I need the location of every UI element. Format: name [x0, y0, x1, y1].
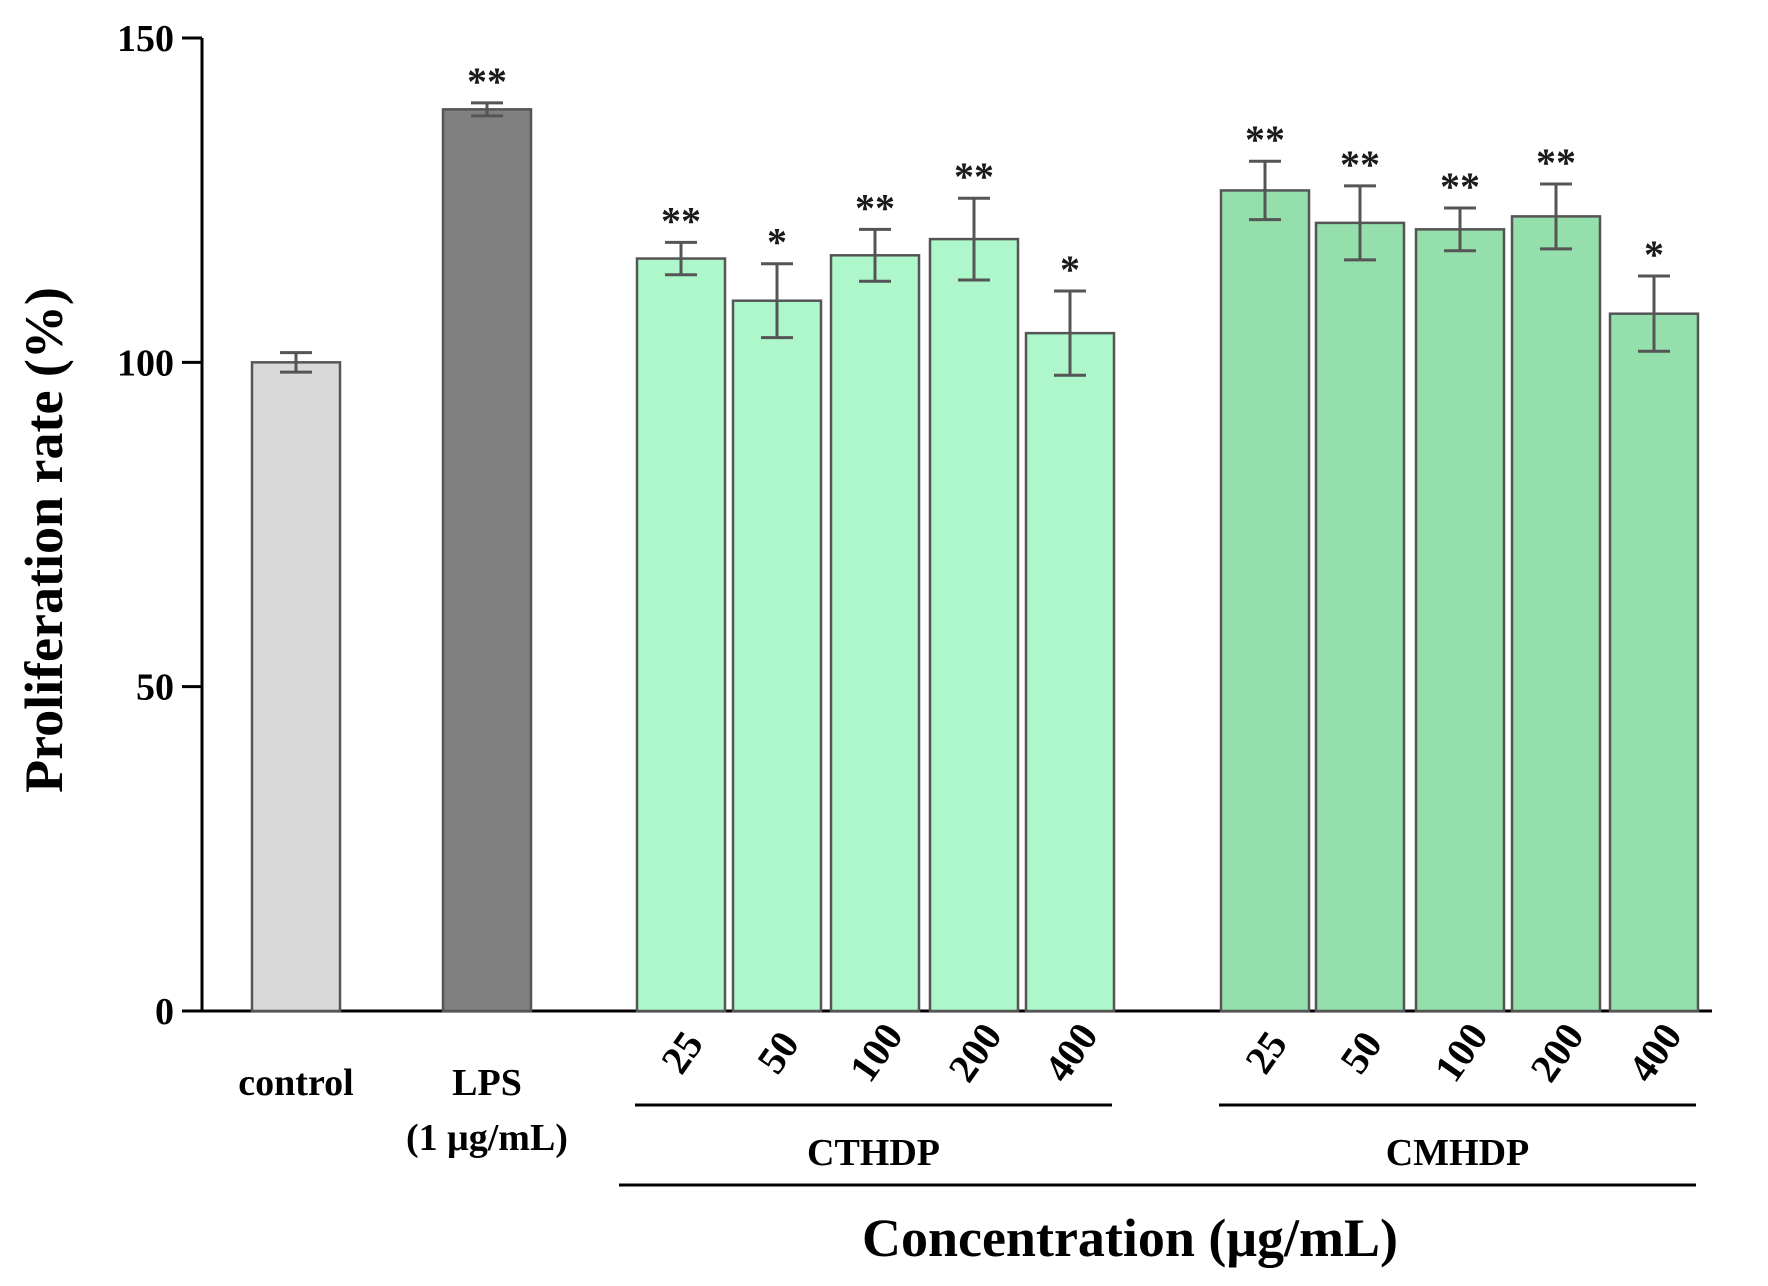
bar-cmhdp-100: [1414, 228, 1506, 1013]
bar-cthdp-400: [1024, 331, 1116, 1013]
bar-cmhdp-25: [1219, 189, 1311, 1013]
y-tick-label: 50: [136, 667, 174, 709]
y-tick-label: 100: [117, 342, 174, 384]
significance-cthdp-400: *: [1060, 247, 1080, 292]
x-tick-label-cmhdp-100: 100: [1425, 1015, 1496, 1090]
group-label-cmhdp: CMHDP: [1386, 1132, 1530, 1174]
x-tick-label-cthdp-100: 100: [840, 1015, 911, 1090]
bar-cthdp-200: [928, 237, 1020, 1013]
x-tick-label-cmhdp-50: 50: [1331, 1023, 1391, 1082]
x-tick-label-cthdp-50: 50: [748, 1023, 808, 1082]
significance-cthdp-100: **: [855, 185, 895, 230]
significance-cthdp-25: **: [661, 198, 701, 243]
significance-cmhdp-50: **: [1340, 142, 1380, 187]
significance-cmhdp-100: **: [1440, 164, 1480, 209]
significance-cthdp-50: *: [767, 220, 787, 265]
significance-lps: **: [467, 59, 507, 104]
x-axis-title: Concentration (μg/mL): [862, 1208, 1398, 1268]
significance-cmhdp-200: **: [1536, 140, 1576, 185]
x-tick-label-lps: LPS: [452, 1062, 522, 1104]
bar-cmhdp-400: [1608, 312, 1700, 1013]
y-tick-label: 150: [117, 18, 174, 60]
x-tick-label-cthdp-400: 400: [1035, 1015, 1106, 1090]
bar-cthdp-50: [731, 299, 823, 1013]
x-tick-label-cmhdp-25: 25: [1236, 1023, 1296, 1082]
x-tick-label-cmhdp-400: 400: [1619, 1015, 1690, 1090]
x-tick-label-cmhdp-200: 200: [1521, 1015, 1592, 1090]
significance-cmhdp-25: **: [1245, 117, 1285, 162]
significance-cmhdp-400: *: [1644, 232, 1664, 277]
bar-cmhdp-200: [1510, 215, 1602, 1013]
bar-cmhdp-50: [1314, 221, 1406, 1013]
bar-lps: [441, 108, 533, 1013]
y-axis-title: Proliferation rate (%): [14, 287, 74, 793]
x-tick-label-control: control: [238, 1062, 353, 1104]
x-tick-label-cthdp-200: 200: [939, 1015, 1010, 1090]
y-tick-label: 0: [155, 991, 174, 1033]
bar-cthdp-100: [829, 254, 921, 1013]
significance-cthdp-200: **: [954, 154, 994, 199]
group-label-cthdp: CTHDP: [807, 1132, 940, 1174]
bar-control: [250, 361, 342, 1013]
x-tick-sublabel-lps: (1 μg/mL): [406, 1117, 568, 1159]
x-tick-label-cthdp-25: 25: [652, 1023, 712, 1082]
bar-cthdp-25: [635, 257, 727, 1013]
